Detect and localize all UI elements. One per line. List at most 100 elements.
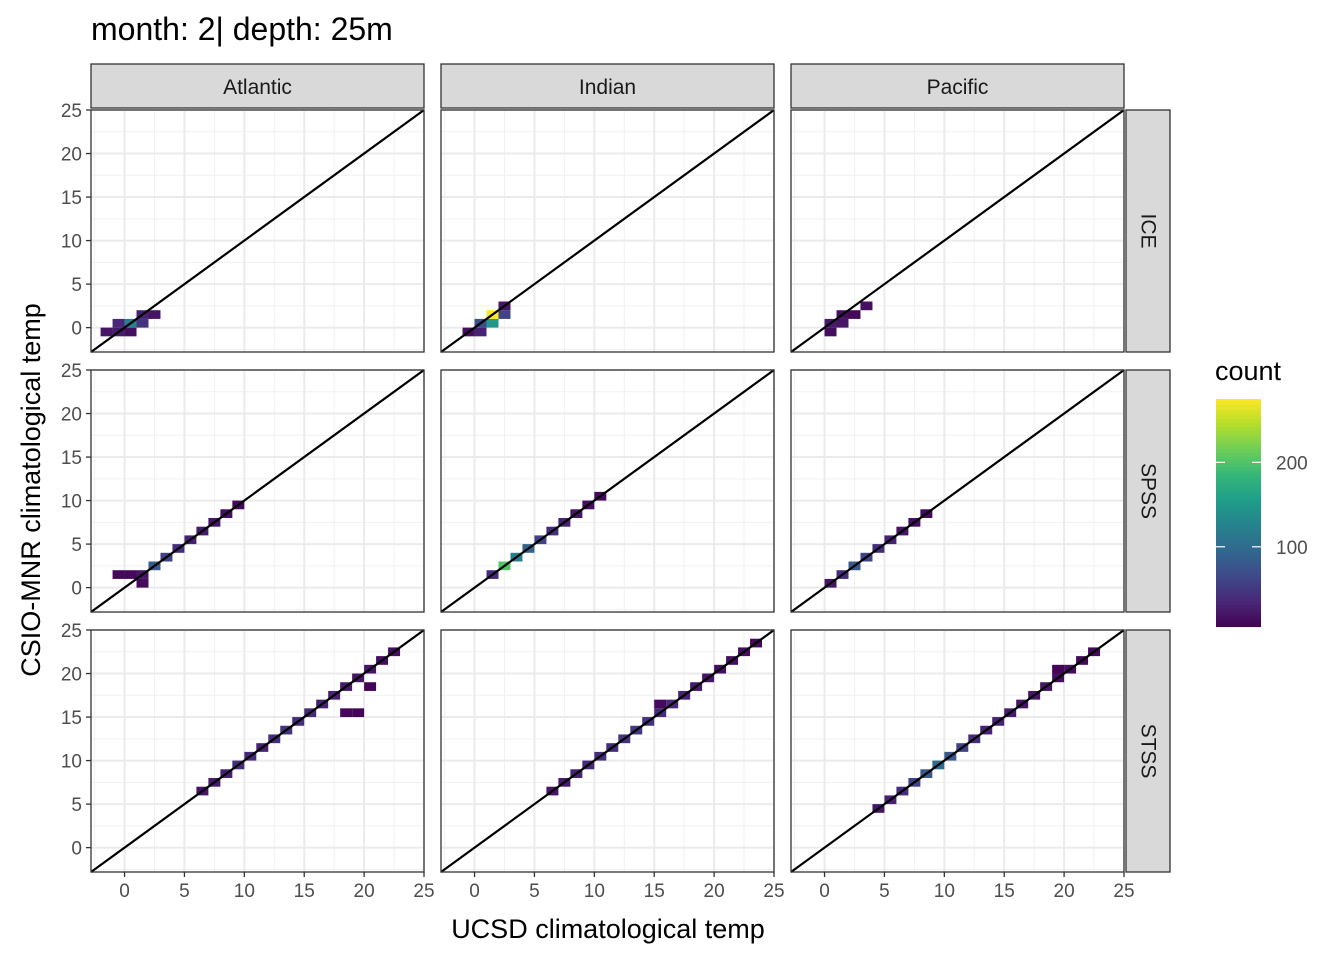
x-tick-label: 20 xyxy=(354,881,375,902)
identity-line xyxy=(790,109,1125,353)
panel-border xyxy=(90,369,425,613)
panel-border xyxy=(440,109,775,353)
x-tick-label: 20 xyxy=(1054,881,1075,902)
facet-label-spss: SPSS xyxy=(1137,463,1160,519)
panel-border xyxy=(440,629,775,873)
x-tick-label: 0 xyxy=(469,881,480,902)
y-tick-label: 25 xyxy=(61,621,82,642)
heatmap-bin xyxy=(136,578,149,588)
x-tick-label: 20 xyxy=(704,881,725,902)
panel-atlantic-spss xyxy=(90,369,425,613)
heatmap-bin xyxy=(824,327,837,337)
panel-border xyxy=(790,629,1125,873)
heatmap-bin xyxy=(148,310,161,319)
x-tick-label: 0 xyxy=(119,881,130,902)
identity-line xyxy=(440,369,775,613)
y-tick-label: 20 xyxy=(61,665,82,686)
facet-strip-spss xyxy=(1125,369,1171,613)
y-tick-label: 25 xyxy=(61,101,82,122)
y-tick-label: 25 xyxy=(61,361,82,382)
identity-line xyxy=(90,629,425,873)
heatmap-bin xyxy=(364,682,377,691)
panel-atlantic-ice xyxy=(90,109,425,353)
heatmap-bin xyxy=(112,318,125,328)
identity-line xyxy=(440,629,775,873)
heatmap-bin xyxy=(860,301,873,311)
panel-indian-spss xyxy=(440,369,775,613)
x-tick-label: 10 xyxy=(934,881,955,902)
y-tick-label: 15 xyxy=(61,448,82,469)
x-tick-label: 15 xyxy=(294,881,315,902)
y-tick-label: 5 xyxy=(71,795,82,816)
x-tick-label: 25 xyxy=(413,881,434,902)
identity-line xyxy=(90,109,425,353)
heatmap-bin xyxy=(836,318,849,328)
facet-strip-pacific xyxy=(790,63,1125,109)
heatmap-bin xyxy=(124,570,137,579)
x-tick-label: 5 xyxy=(879,881,890,902)
y-tick-label: 10 xyxy=(61,752,82,773)
panel-border xyxy=(440,369,775,613)
y-tick-label: 10 xyxy=(61,232,82,253)
identity-line xyxy=(440,109,775,353)
y-tick-label: 5 xyxy=(71,275,82,296)
identity-line xyxy=(790,369,1125,613)
x-tick-label: 5 xyxy=(179,881,190,902)
heatmap-bin xyxy=(100,327,113,337)
facet-label-ice: ICE xyxy=(1137,213,1160,248)
identity-line xyxy=(90,369,425,613)
y-tick-label: 20 xyxy=(61,405,82,426)
facet-strip-indian xyxy=(440,63,775,109)
y-tick-label: 0 xyxy=(71,579,82,600)
y-tick-label: 10 xyxy=(61,492,82,513)
heatmap-bin xyxy=(124,327,137,337)
heatmap-bin xyxy=(654,699,667,709)
x-tick-label: 25 xyxy=(763,881,784,902)
panel-indian-ice xyxy=(440,109,775,353)
panel-indian-stss xyxy=(440,629,775,873)
identity-line xyxy=(790,629,1125,873)
heatmap-bin xyxy=(352,708,365,718)
panel-atlantic-stss xyxy=(90,629,425,873)
x-tick-label: 5 xyxy=(529,881,540,902)
panel-border xyxy=(90,109,425,353)
heatmap-bin xyxy=(1052,664,1065,674)
facet-grid: Atlantic Indian Pacific ICE SPSS STSS 0 5 10 15 20… xyxy=(61,63,1171,902)
heatmap-bin xyxy=(340,708,353,718)
y-tick-label: 15 xyxy=(61,188,82,209)
panel-pacific-spss xyxy=(790,369,1125,613)
colorbar xyxy=(1216,399,1261,627)
facet-label-pacific: Pacific xyxy=(927,76,989,99)
chart-title: month: 2| depth: 25m xyxy=(91,11,393,47)
y-tick-label: 0 xyxy=(71,839,82,860)
legend-title: count xyxy=(1215,356,1282,386)
heatmap-bin xyxy=(136,318,149,328)
x-tick-label: 25 xyxy=(1113,881,1134,902)
y-tick-label: 0 xyxy=(71,319,82,340)
x-tick-label: 0 xyxy=(819,881,830,902)
y-tick-label: 20 xyxy=(61,145,82,166)
color-legend: count 100 200 xyxy=(1215,356,1308,627)
facet-label-atlantic: Atlantic xyxy=(223,76,292,99)
heatmap-bin xyxy=(112,570,125,579)
panel-border xyxy=(90,629,425,873)
facet-label-stss: STSS xyxy=(1137,724,1160,779)
colorbar-tick-label: 100 xyxy=(1276,538,1308,559)
x-axis-title: UCSD climatological temp xyxy=(451,914,765,944)
panel-border xyxy=(790,109,1125,353)
colorbar-tick-label: 200 xyxy=(1276,453,1308,474)
facet-strip-ice xyxy=(1125,109,1171,353)
facet-label-indian: Indian xyxy=(579,76,636,99)
heatmap-bin xyxy=(848,310,861,319)
panel-border xyxy=(790,369,1125,613)
y-axis-title: CSIO-MNR climatological temp xyxy=(16,303,46,677)
y-tick-label: 5 xyxy=(71,535,82,556)
facet-strip-atlantic xyxy=(90,63,425,109)
heatmap-bin xyxy=(486,318,499,328)
heatmap-bin xyxy=(498,310,511,319)
heatmap-bin xyxy=(474,327,487,337)
y-tick-label: 15 xyxy=(61,708,82,729)
facet-strip-stss xyxy=(1125,629,1171,873)
panel-pacific-stss xyxy=(790,629,1125,873)
